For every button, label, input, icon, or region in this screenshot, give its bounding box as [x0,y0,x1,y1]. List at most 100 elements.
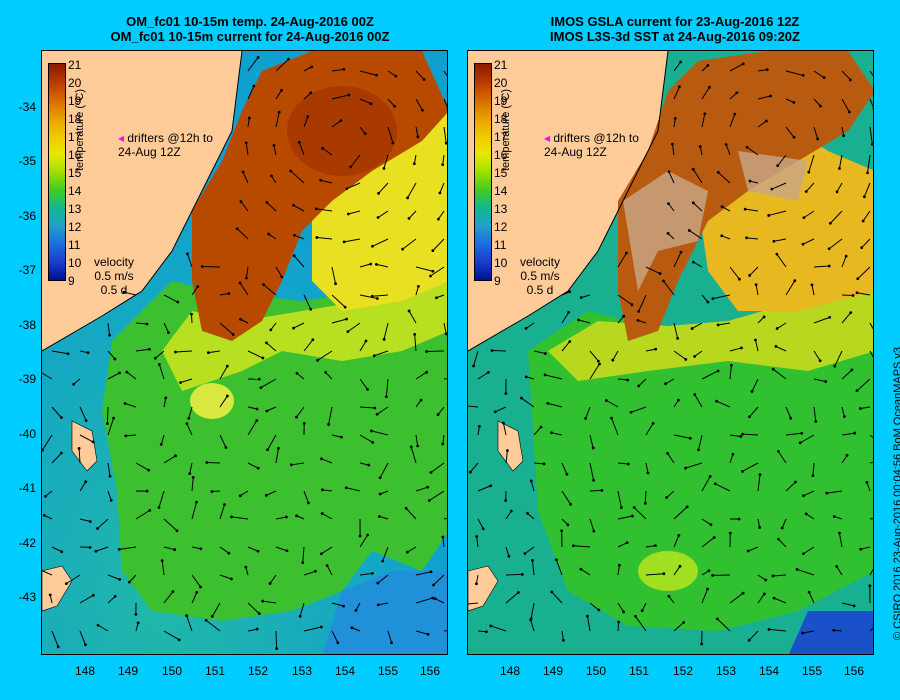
velocity-arrow [757,120,767,128]
velocity-arrow-head [730,363,733,367]
velocity-arrow-head [716,170,720,174]
velocity-arrow-head [431,596,434,600]
velocity-arrow-head [677,533,681,537]
velocity-arrow [387,630,393,643]
velocity-arrow [698,434,703,451]
velocity-arrow [382,546,389,562]
velocity-arrow-head [235,227,239,231]
velocity-arrow [331,602,344,607]
velocity-arrow [778,538,787,548]
colorbar-tick: 16 [494,148,508,162]
velocity-arrow-head [767,628,771,631]
velocity-arrow-head [42,514,46,517]
velocity-arrow [331,294,346,308]
velocity-arrow-head [407,309,411,313]
velocity-arrow-head [554,558,558,562]
velocity-arrow [838,533,843,548]
velocity-arrow [611,418,619,436]
right-title-line2: IMOS L3S-3d SST at 24-Aug-2016 09:20Z [550,29,800,44]
velocity-arrow-head [561,638,565,642]
velocity-arrow-head [868,584,872,588]
velocity-arrow-head [391,141,395,145]
lon-tick: 155 [377,664,399,678]
velocity-arrow-head [160,559,164,563]
velocity-arrow [443,630,447,632]
temperature-colorbar [48,63,66,281]
velocity-arrow [331,94,350,100]
velocity-arrow [163,322,169,333]
velocity-arrow [79,594,94,604]
velocity-arrow [773,597,787,604]
velocity-legend: velocity 0.5 m/s 0.5 d [520,255,560,297]
velocity-arrow-head [238,494,242,498]
velocity-arrow [126,371,137,380]
velocity-arrow-head [690,327,694,330]
velocity-arrow [273,145,277,156]
lat-tick: -41 [18,481,36,495]
velocity-arrow-head [844,254,848,258]
velocity-arrow-head [706,64,710,67]
velocity-arrow-head [377,191,380,195]
velocity-arrow [97,518,109,529]
right-panel-title: IMOS GSLA current for 23-Aug-2016 12Z IM… [465,14,885,44]
velocity-arrow [685,462,703,469]
velocity-arrow [841,602,855,607]
velocity-arrow [372,294,389,297]
velocity-arrow-head [789,416,793,420]
velocity-arrow-head [265,201,269,204]
velocity-arrow-head [740,346,743,350]
velocity-arrow-head [677,398,680,402]
velocity-arrow-head [42,569,43,572]
velocity-arrow-head [838,531,841,535]
velocity-arrow-head [703,112,707,116]
velocity-arrow-head [302,421,306,425]
satellite-map-graphic [468,51,873,654]
velocity-arrow [802,630,815,634]
velocity-arrow [561,341,571,352]
velocity-arrow-head [48,593,52,597]
velocity-arrow-head [412,162,416,166]
velocity-arrow [275,58,289,72]
velocity-arrow [781,518,787,529]
velocity-arrow-head [432,583,435,587]
velocity-arrow [415,630,429,635]
velocity-arrow-head [84,419,88,422]
velocity-arrow [645,423,654,436]
velocity-arrow-head [637,309,641,313]
velocity-arrow-head [665,496,669,499]
velocity-arrow-head [196,285,200,289]
velocity-arrow-head [378,515,381,518]
velocity-arrow-head [617,563,621,567]
velocity-arrow [347,322,361,333]
velocity-arrow [414,334,417,352]
velocity-arrow [745,208,759,212]
velocity-arrow-head [185,422,189,426]
velocity-arrow [785,432,802,436]
velocity-arrow [303,116,309,128]
velocity-arrow [429,490,445,501]
velocity-arrow [716,400,731,408]
velocity-arrow [266,406,277,412]
velocity-arrow-head [835,565,839,568]
velocity-arrow-head [664,382,667,386]
velocity-arrow [359,98,372,105]
credit-text: © CSIRO 2016 23-Aug-2016 00:04:56 BoM Oc… [892,346,900,640]
velocity-arrow-head [758,473,762,477]
velocity-arrow [359,378,368,390]
velocity-arrow [869,350,873,358]
velocity-arrow-head [792,135,796,139]
velocity-arrow [836,566,843,576]
velocity-arrow [630,406,647,413]
velocity-arrow-head [195,500,198,504]
velocity-arrow [407,182,417,199]
velocity-arrow [691,322,703,330]
velocity-arrow-head [592,529,596,533]
velocity-arrow [717,171,731,184]
velocity-arrow [374,350,389,357]
velocity-arrow [433,574,445,586]
velocity-arrow [219,395,228,408]
velocity-arrow [476,536,479,548]
velocity-arrow-head [147,468,151,472]
velocity-arrow-head [662,572,666,576]
lon-tick: 150 [585,664,607,678]
